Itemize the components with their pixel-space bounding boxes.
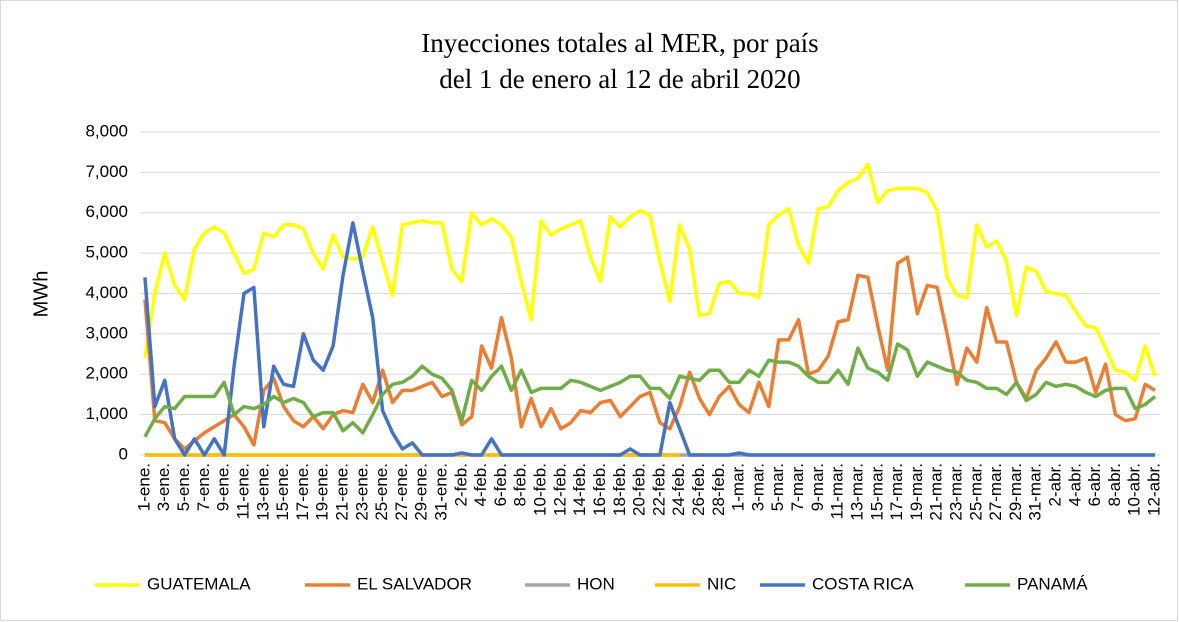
y-tick-label: 8,000 [85,121,128,140]
y-tick-label: 7,000 [85,162,128,181]
x-tick-label: 13-mar. [847,463,866,521]
x-tick-label: 7-ene. [194,463,213,511]
x-tick-label: 1-mar. [729,463,748,511]
y-tick-label: 0 [119,444,128,463]
y-tick-label: 2,000 [85,364,128,383]
y-tick-label: 3,000 [85,323,128,342]
chart-subtitle: del 1 de enero al 12 de abril 2020 [439,64,800,94]
x-tick-label: 22-feb. [649,463,668,516]
y-tick-label: 4,000 [85,283,128,302]
legend-label: NIC [707,574,736,593]
series-line [143,342,1157,438]
series-line [143,162,1157,383]
x-tick-label: 23-mar. [946,463,965,521]
series-line [143,221,1156,457]
chart-title: Inyecciones totales al MER, por país [421,28,818,58]
x-tick-label: 27-ene. [392,463,411,521]
x-tick-label: 29-mar. [1006,463,1025,521]
y-tick-label: 5,000 [85,243,128,262]
x-tick-label: 9-ene. [214,463,233,511]
legend-label: GUATEMALA [147,574,251,593]
x-tick-label: 19-mar. [907,463,926,521]
legend-label: EL SALVADOR [357,574,472,593]
x-tick-label: 21-ene. [332,463,351,521]
x-tick-label: 4-abr. [1065,463,1084,506]
x-tick-label: 7-mar. [788,463,807,511]
x-tick-label: 11-ene. [233,463,252,519]
x-tick-label: 15-mar. [867,463,886,521]
x-tick-label: 11-mar. [828,463,847,519]
y-tick-label: 1,000 [85,404,128,423]
x-tick-label: 26-feb. [689,463,708,516]
x-tick-label: 23-ene. [352,463,371,521]
x-tick-label: 8-abr. [1105,463,1124,506]
x-tick-label: 13-ene. [253,463,272,521]
x-tick-label: 21-mar. [927,463,946,521]
x-tick-label: 28-feb. [709,463,728,516]
x-tick-label: 29-ene. [412,463,431,521]
x-tick-label: 17-ene. [293,463,312,521]
x-tick-label: 3-ene. [154,463,173,511]
x-tick-label: 10-abr. [1125,463,1144,516]
x-tick-label: 4-feb. [471,463,490,506]
x-tick-label: 20-feb. [630,463,649,516]
x-tick-label: 24-feb. [669,463,688,516]
x-tick-label: 14-feb. [570,463,589,516]
x-tick-label: 6-feb. [491,463,510,506]
x-tick-label: 3-mar. [748,463,767,511]
legend-label: COSTA RICA [812,574,914,593]
x-tick-label: 27-mar. [986,463,1005,521]
x-tick-label: 12-feb. [550,463,569,516]
y-tick-label: 6,000 [85,202,128,221]
legend-label: PANAMÁ [1017,574,1088,593]
x-tick-label: 31-ene. [432,463,451,521]
x-tick-label: 18-feb. [610,463,629,516]
x-tick-label: 12-abr. [1145,463,1164,516]
x-tick-label: 10-feb. [531,463,550,516]
x-tick-label: 1-ene. [134,463,153,511]
x-tick-label: 8-feb. [511,463,530,506]
x-tick-label: 25-mar. [966,463,985,521]
x-tick-label: 31-mar. [1026,463,1045,521]
x-tick-label: 6-abr. [1085,463,1104,506]
x-tick-label: 9-mar. [808,463,827,511]
y-axis-label: MWh [30,271,52,318]
x-tick-label: 5-ene. [174,463,193,511]
x-tick-label: 2-abr. [1046,463,1065,506]
x-tick-label: 5-mar. [768,463,787,511]
legend-label: HON [577,574,615,593]
x-tick-label: 17-mar. [887,463,906,521]
x-tick-label: 15-ene. [273,463,292,521]
x-tick-label: 16-feb. [590,463,609,516]
x-tick-label: 2-feb. [451,463,470,506]
x-tick-label: 19-ene. [313,463,332,521]
x-tick-label: 25-ene. [372,463,391,521]
